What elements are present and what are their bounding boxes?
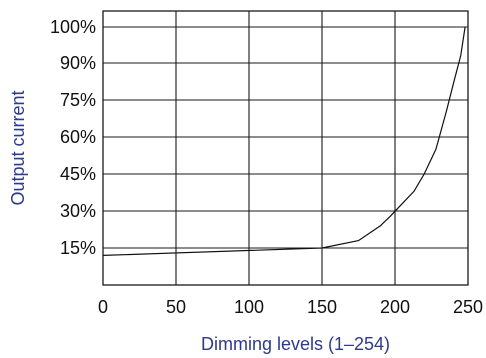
y-tick-label-15: 15% [60,238,96,258]
y-axis-label: Output current [8,90,28,205]
y-tick-label-60: 60% [60,127,96,147]
grid-layer [103,11,468,285]
x-tick-label-0: 0 [98,297,108,317]
y-tick-label-100: 100% [50,17,96,37]
x-tick-label-100: 100 [234,297,264,317]
y-tick-label-45: 45% [60,164,96,184]
series-line-output-current [102,26,466,256]
y-tick-label-30: 30% [60,201,96,221]
x-axis-label: Dimming levels (1–254) [201,334,390,354]
x-tick-label-50: 50 [166,297,186,317]
x-tick-label-200: 200 [380,297,410,317]
y-tick-label-75: 75% [60,90,96,110]
x-tick-label-250: 250 [453,297,483,317]
tick-labels: 0 50 100 150 200 250 15% 30% 45% 60% 75% 90% 100% [50,17,483,317]
y-tick-label-90: 90% [60,53,96,73]
x-tick-label-150: 150 [307,297,337,317]
plot-frame [102,10,469,286]
